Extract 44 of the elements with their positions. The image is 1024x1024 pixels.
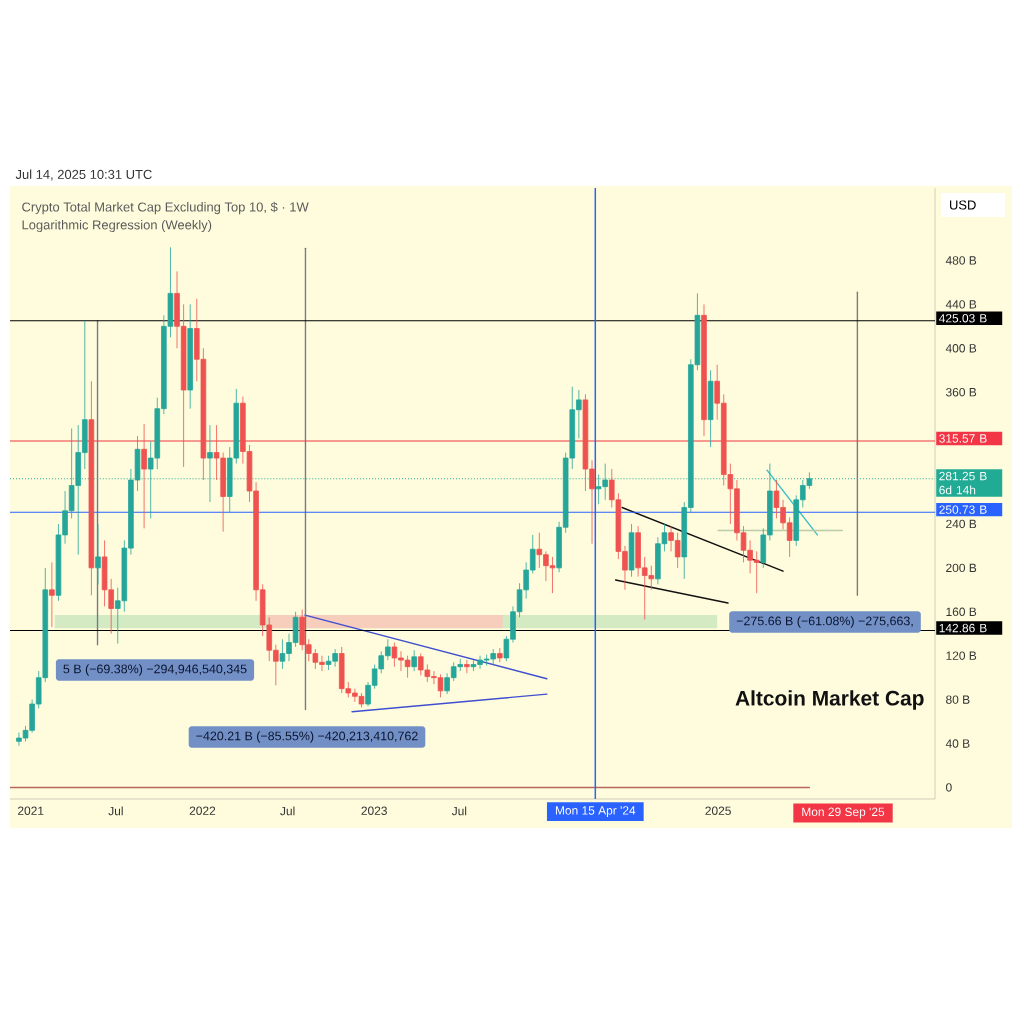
candlestick xyxy=(628,523,635,578)
y-tick-label: 400 B xyxy=(945,344,977,353)
x-tick-label: Jul xyxy=(108,806,123,816)
x-tick-label: 2023 xyxy=(361,806,387,815)
x-tick-label: 2021 xyxy=(18,806,44,815)
y-tick-label: 120 B xyxy=(946,651,977,660)
y-tick-label: 0 xyxy=(946,783,952,792)
annotation: 5 B (−69.38%) −294,946,540,345 xyxy=(63,664,247,676)
candlestick xyxy=(707,369,714,448)
y-tick-label: 360 B xyxy=(945,387,977,397)
y-tick-label: 440 B xyxy=(945,300,977,309)
x-tick-label: 2022 xyxy=(189,806,216,815)
text: Mon 29 Sep '25 xyxy=(802,807,885,819)
annotation: −275.66 B (−61.08%) −275,663, xyxy=(736,616,913,628)
y-tick-label: 240 B xyxy=(946,519,977,529)
candlestick xyxy=(411,649,417,672)
y-tick-label: 40 B xyxy=(945,739,970,748)
ref-line-label: 281.25 B 6d 14h xyxy=(939,471,987,495)
candlestick xyxy=(187,303,193,410)
ref-line-label: 425.03 B xyxy=(939,314,987,323)
y-axis-title: USD xyxy=(950,200,976,210)
candlestick xyxy=(464,659,470,674)
y-tick-label: 160 B xyxy=(946,607,977,617)
candlestick xyxy=(88,380,95,596)
x-tick-label: Jul xyxy=(451,806,467,816)
x-tick-label: 2025 xyxy=(705,806,731,815)
candlestick xyxy=(141,423,147,529)
ref-line-label: 142.86 B xyxy=(939,623,987,633)
x-tick-label: Jul xyxy=(280,806,295,816)
text: Logarithmic Regression (Weekly) xyxy=(22,219,212,233)
ref-line-label: Mon 15 Apr '24 xyxy=(555,806,636,818)
y-tick-label: 200 B xyxy=(946,563,977,573)
text: Crypto Total Market Cap Excluding Top 10, $ · 1W xyxy=(22,201,309,215)
candlestick xyxy=(701,303,707,437)
text: Jul 14, 2025 10:31 UTC xyxy=(15,169,152,181)
candlestick xyxy=(497,647,503,663)
y-tick-label: 80 B xyxy=(946,695,970,704)
annotation: Altcoin Market Cap xyxy=(735,690,924,710)
y-tick-label: 480 B xyxy=(945,256,977,265)
candlestick xyxy=(49,561,55,628)
annotation: −420.21 B (−85.55%) −420,213,410,762 xyxy=(196,731,418,743)
ref-line-label: 315.57 B xyxy=(939,434,987,443)
ref-line-label: 250.73 B xyxy=(939,505,987,514)
candlestick xyxy=(95,523,101,585)
